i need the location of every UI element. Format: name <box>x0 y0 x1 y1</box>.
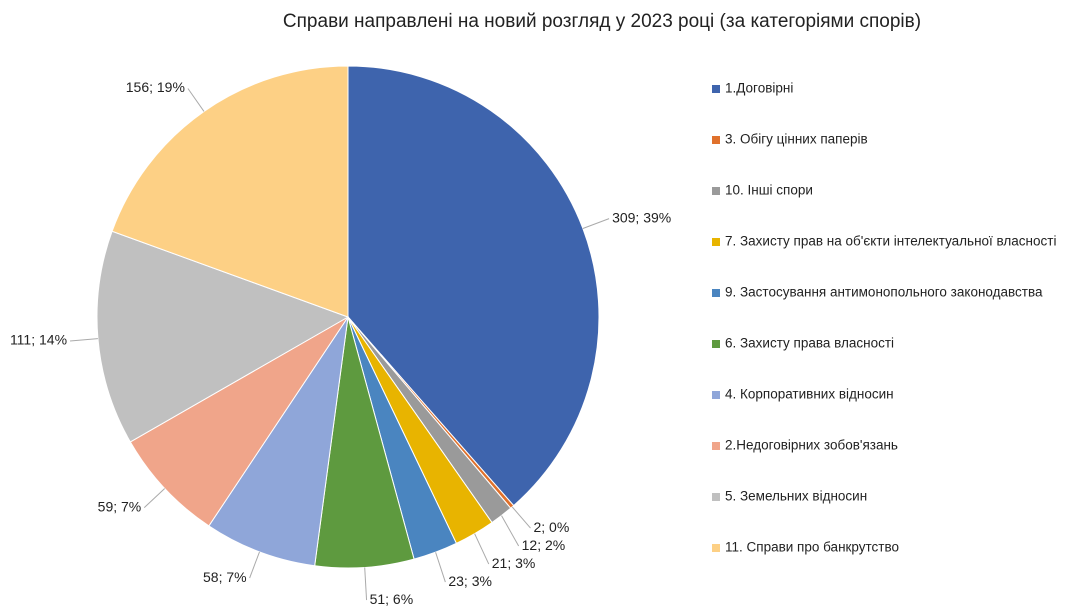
legend-label: 9. Застосування антимонопольного законод… <box>725 285 1043 300</box>
legend-swatch <box>712 391 720 399</box>
data-label: 51; 6% <box>370 591 414 607</box>
leader-line <box>69 338 98 342</box>
data-label: 2; 0% <box>533 519 569 535</box>
legend-label: 1.Договірні <box>725 81 793 96</box>
data-label: 59; 7% <box>98 498 142 514</box>
data-label: 58; 7% <box>203 569 247 585</box>
data-label: 21; 3% <box>492 555 536 571</box>
legend-swatch <box>712 544 720 552</box>
data-labels: 309; 39% 2; 0% 12; 2% 21; 3%23; 3% 51; 6% 58;… <box>10 79 671 607</box>
pie-slice <box>111 65 349 318</box>
legend-label: 10. Інші спори <box>725 183 813 198</box>
legend-swatch <box>712 238 720 246</box>
legend-swatch <box>712 136 720 144</box>
data-label: 23; 3% <box>448 573 492 589</box>
leader-line <box>511 506 531 529</box>
legend-swatch <box>712 340 720 348</box>
leader-line <box>249 551 260 579</box>
data-label: 309; 39% <box>612 209 671 225</box>
chart-title: Справи направлені на новий розгляд у 202… <box>283 11 921 32</box>
data-label: 12; 2% <box>522 537 566 553</box>
pie-slice <box>347 65 600 507</box>
legend-label: 5. Земельних відносин <box>725 489 867 504</box>
legend-swatch <box>712 493 720 501</box>
leader-line <box>435 552 446 583</box>
legend-label: 11. Справи про банкрутство <box>725 540 899 555</box>
legend-swatch <box>712 442 720 450</box>
legend-swatch <box>712 85 720 93</box>
pie-slice <box>129 316 349 527</box>
data-label: 111; 14% <box>10 332 67 348</box>
legend-label: 3. Обігу цінних паперів <box>725 132 868 147</box>
legend-label: 2.Недоговірних зобов'язань <box>725 438 898 453</box>
pie <box>96 65 600 569</box>
leader-line <box>143 488 166 508</box>
pie-slice <box>96 230 350 443</box>
leader-line <box>364 567 368 601</box>
leader-line <box>501 515 520 547</box>
pie-slice <box>208 316 349 567</box>
leader-line <box>582 218 610 229</box>
legend-label: 7. Захисту прав на об'єкти інтелектуальн… <box>725 234 1056 249</box>
legend-swatch <box>712 187 720 195</box>
leader-line <box>474 533 490 565</box>
legend-label: 6. Захисту права власності <box>725 336 894 351</box>
data-label: 156; 19% <box>126 79 185 95</box>
legend-label: 4. Корпоративних відносин <box>725 387 894 402</box>
legend: 1.Договірні 3. Обігу цінних паперів 10. Ін… <box>712 81 1056 555</box>
leader-line <box>187 88 205 112</box>
legend-swatch <box>712 289 720 297</box>
